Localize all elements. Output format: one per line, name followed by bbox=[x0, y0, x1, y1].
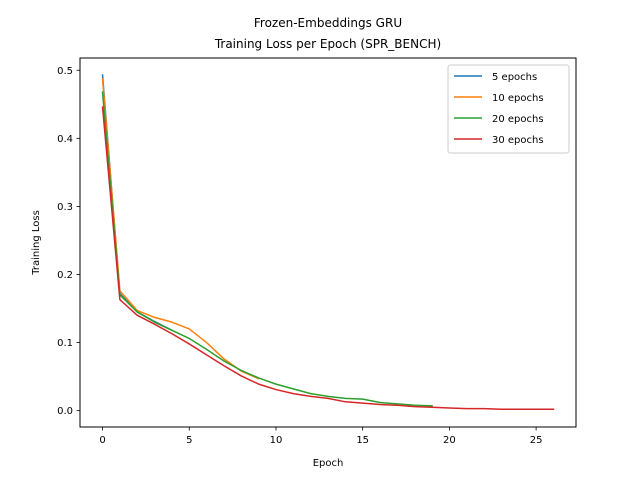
y-axis: 0.0 0.1 0.2 0.3 0.4 0.5 bbox=[57, 66, 80, 417]
legend-label: 30 epochs bbox=[492, 135, 544, 146]
y-tick-label: 0.2 bbox=[57, 270, 73, 281]
x-tick-label: 0 bbox=[99, 435, 105, 446]
y-axis-label: Training Loss bbox=[31, 210, 42, 276]
x-axis: 0 5 10 15 20 25 bbox=[99, 427, 542, 446]
y-tick-label: 0.5 bbox=[57, 66, 73, 77]
y-tick-label: 0.0 bbox=[57, 406, 73, 417]
legend-box bbox=[447, 64, 570, 154]
chart-subtitle: Training Loss per Epoch (SPR_BENCH) bbox=[214, 37, 441, 51]
x-axis-label: Epoch bbox=[313, 458, 344, 469]
legend-label: 20 epochs bbox=[492, 114, 544, 125]
series-line-3 bbox=[101, 91, 433, 407]
x-tick-label: 10 bbox=[270, 435, 283, 446]
y-tick-label: 0.3 bbox=[57, 202, 73, 213]
legend-label: 5 epochs bbox=[492, 72, 537, 83]
legend-label: 10 epochs bbox=[492, 93, 544, 104]
plot-frame bbox=[79, 57, 577, 428]
x-tick-label: 25 bbox=[530, 435, 543, 446]
chart-title: Frozen-Embeddings GRU bbox=[254, 16, 402, 30]
x-tick-label: 5 bbox=[186, 435, 192, 446]
x-tick-label: 15 bbox=[356, 435, 369, 446]
series-line-4 bbox=[101, 106, 555, 411]
plot-lines bbox=[101, 74, 555, 411]
y-tick-label: 0.1 bbox=[57, 338, 73, 349]
legend: 5 epochs 10 epochs 20 epochs 30 epochs bbox=[447, 64, 570, 154]
y-tick-label: 0.4 bbox=[57, 134, 73, 145]
x-tick-label: 20 bbox=[443, 435, 456, 446]
